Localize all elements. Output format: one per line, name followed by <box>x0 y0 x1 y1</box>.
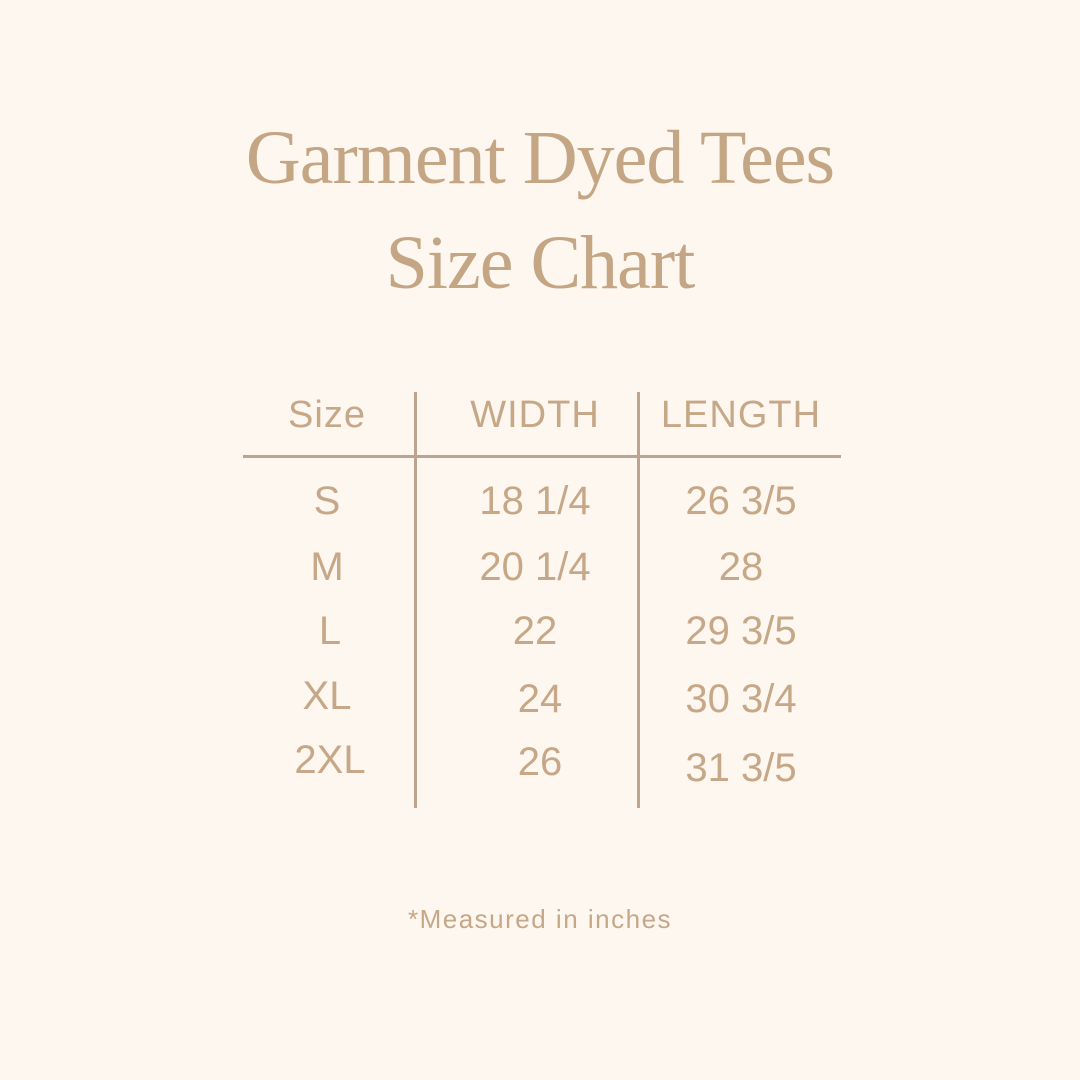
table-cell: 30 3/4 <box>685 677 797 721</box>
table-cell: 26 <box>517 740 563 784</box>
header-divider <box>243 455 841 458</box>
footnote: *Measured in inches <box>407 904 673 934</box>
table-cell: XL <box>302 674 352 718</box>
title-line-1: Garment Dyed Tees <box>245 116 835 200</box>
column-divider-2 <box>637 392 640 808</box>
table-cell: 31 3/5 <box>685 746 797 790</box>
table-cell: M <box>310 545 344 589</box>
table-cell: S <box>313 479 341 523</box>
column-divider-1 <box>414 392 417 808</box>
header-length: LENGTH <box>660 394 822 436</box>
table-cell: 24 <box>517 677 563 721</box>
table-cell: 28 <box>718 545 764 589</box>
table-cell: 2XL <box>294 738 366 782</box>
table-cell: 22 <box>512 609 558 653</box>
header-size: Size <box>288 394 366 436</box>
table-cell: 29 3/5 <box>685 609 797 653</box>
header-width: WIDTH <box>470 394 600 436</box>
table-cell: 26 3/5 <box>685 479 797 523</box>
title-line-2: Size Chart <box>385 221 696 305</box>
table-cell: 20 1/4 <box>479 545 591 589</box>
table-cell: 18 1/4 <box>479 479 591 523</box>
table-cell: L <box>318 609 342 653</box>
